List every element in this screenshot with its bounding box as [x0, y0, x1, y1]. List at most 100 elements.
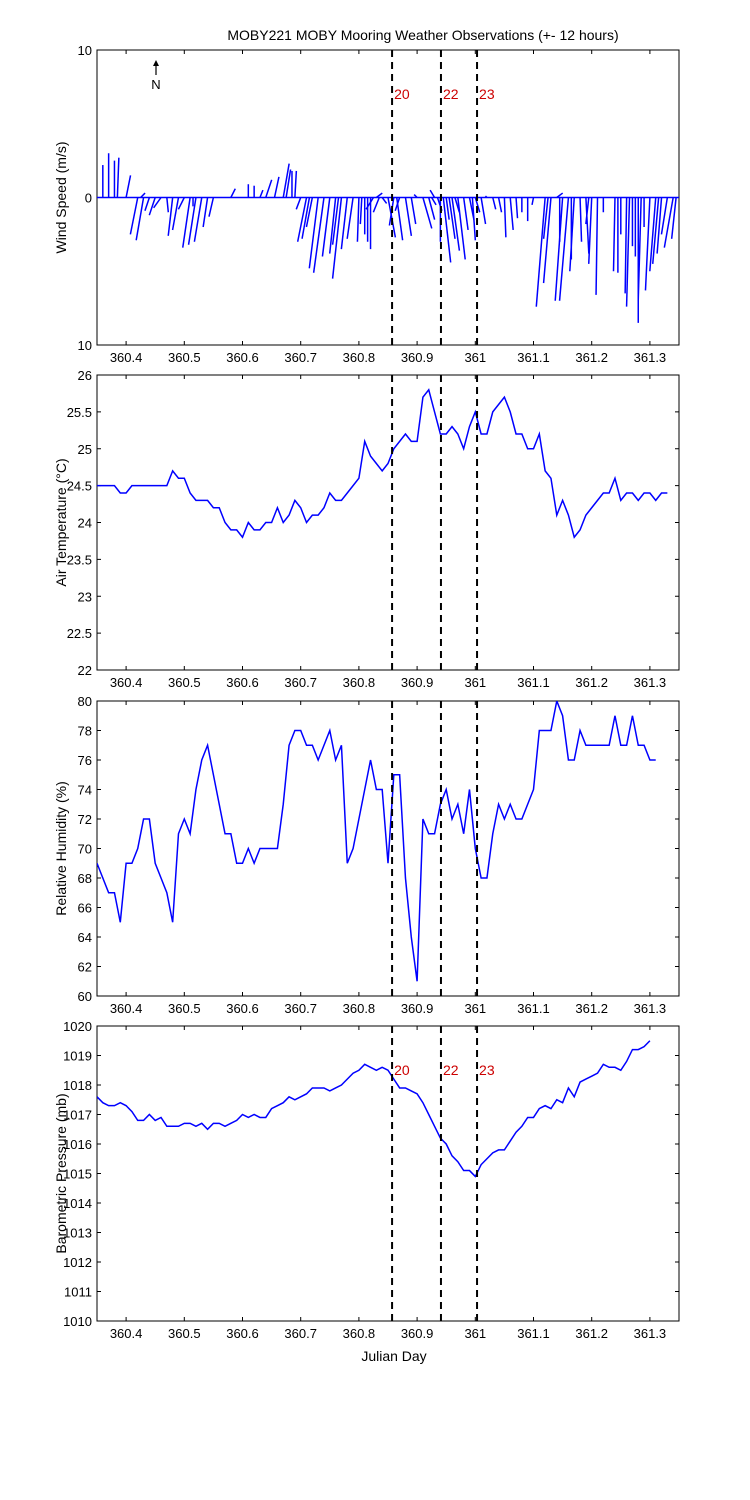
- wind-stick: [295, 197, 302, 210]
- wind-stick: [346, 197, 354, 239]
- x-tick-label: 361.3: [634, 675, 667, 690]
- y-tick-label: 1016: [63, 1137, 92, 1152]
- y-tick-label: 1012: [63, 1255, 92, 1270]
- y-tick-label: 80: [78, 694, 92, 709]
- x-tick-label: 360.8: [343, 1326, 376, 1341]
- wind-stick: [649, 197, 657, 272]
- wind-stick: [167, 197, 174, 236]
- y-tick-label: 23: [78, 589, 92, 604]
- x-tick-label: 360.6: [226, 350, 259, 365]
- wind-stick: [612, 197, 616, 272]
- y-tick-label: 68: [78, 871, 92, 886]
- wind-stick: [148, 197, 156, 216]
- x-tick-label: 361.2: [575, 350, 608, 365]
- wind-stick: [588, 197, 593, 264]
- wind-stick: [305, 197, 314, 228]
- x-tick-label: 361.1: [517, 675, 550, 690]
- wind-stick: [651, 197, 660, 264]
- wind-stick: [542, 197, 549, 239]
- wind-stick: [365, 197, 375, 210]
- airtemp-plot-area: [97, 388, 668, 539]
- wind-stick: [153, 197, 162, 209]
- y-tick-label: 10: [78, 43, 92, 58]
- x-tick-label: 360.8: [343, 350, 376, 365]
- x-tick-label: 360.4: [110, 1001, 143, 1016]
- wind-stick: [208, 197, 215, 217]
- wind-stick: [422, 197, 433, 229]
- wind-stick: [492, 197, 497, 210]
- wind-stick: [429, 189, 436, 198]
- x-tick-label: 360.9: [401, 675, 434, 690]
- wind-stick: [428, 197, 436, 220]
- y-tick-label: 78: [78, 724, 92, 739]
- wind-stick: [359, 197, 363, 225]
- wind-stick: [445, 197, 450, 220]
- event-marker-label: 23: [479, 86, 495, 102]
- wind-stick: [187, 197, 197, 245]
- wind-stick: [431, 197, 437, 206]
- humidity-series-line: [97, 701, 656, 982]
- x-tick-label: 360.7: [284, 675, 317, 690]
- pressure-plot-area: [97, 1040, 651, 1178]
- event-marker-label: 23: [479, 1062, 495, 1078]
- x-axis-label: Julian Day: [361, 1348, 426, 1364]
- x-tick-label: 360.6: [226, 1001, 259, 1016]
- wind-stick: [462, 197, 469, 231]
- y-tick-label: 60: [78, 989, 92, 1004]
- wind-stick: [294, 170, 298, 198]
- x-tick-label: 360.5: [168, 1326, 201, 1341]
- y-tick-label: 1011: [64, 1285, 92, 1300]
- airtemp-y-axis-label: Air Temperature (°C): [53, 458, 69, 586]
- y-tick-label: 74: [78, 783, 92, 798]
- event-marker-label: 22: [443, 86, 459, 102]
- airtemp-series-line: [97, 388, 668, 539]
- wind-stick: [387, 197, 397, 238]
- wind-stick: [471, 197, 477, 241]
- y-tick-label: 1017: [63, 1108, 92, 1123]
- wind-stick: [375, 192, 383, 199]
- x-tick-label: 361.2: [575, 675, 608, 690]
- humidity-y-axis-label: Relative Humidity (%): [53, 781, 69, 916]
- wind-stick: [372, 197, 380, 213]
- wind-stick: [166, 197, 170, 213]
- y-tick-label: 1015: [63, 1167, 92, 1182]
- event-marker-label: 20: [394, 1062, 410, 1078]
- wind-stick: [451, 197, 461, 251]
- pressure-y-axis-label: Barometric Pressure (mb): [53, 1093, 69, 1253]
- wind-stick: [535, 197, 546, 307]
- wind-stick: [331, 197, 343, 279]
- x-tick-label: 361.3: [634, 350, 667, 365]
- wind-stick: [497, 197, 503, 213]
- x-tick-label: 361.2: [575, 1001, 608, 1016]
- wind-stick: [265, 179, 273, 198]
- wind-stick: [637, 197, 642, 301]
- wind-stick: [285, 169, 292, 198]
- x-tick-label: 361.1: [517, 1326, 550, 1341]
- x-tick-label: 360.8: [343, 1001, 376, 1016]
- wind-stick: [558, 197, 570, 301]
- x-tick-label: 361: [464, 675, 486, 690]
- wind-stick: [644, 197, 651, 291]
- x-tick-label: 360.9: [401, 1001, 434, 1016]
- wind-stick: [282, 163, 290, 198]
- y-tick-label: 25: [78, 442, 92, 457]
- x-tick-label: 360.4: [110, 1326, 143, 1341]
- humidity-plot-area: [97, 701, 656, 982]
- wind-stick: [542, 197, 552, 284]
- y-tick-label: 1010: [63, 1314, 92, 1329]
- event-marker-label: 22: [443, 1062, 459, 1078]
- wind-stick: [515, 197, 519, 219]
- x-tick-label: 360.7: [284, 1001, 317, 1016]
- wind-stick: [625, 197, 631, 307]
- x-tick-label: 360.4: [110, 350, 143, 365]
- wind-stick: [356, 197, 360, 242]
- x-tick-label: 361.2: [575, 1326, 608, 1341]
- wind-stick: [116, 157, 120, 198]
- y-tick-label: 24.5: [67, 479, 92, 494]
- wind-stick: [296, 197, 308, 242]
- y-tick-label: 0: [85, 191, 92, 206]
- wind-stick: [394, 197, 401, 212]
- x-tick-label: 360.9: [401, 350, 434, 365]
- humidity-panel: 360.4 360.5 360.6 360.7 360.8 360.9 361 361.1 36…: [53, 694, 680, 1016]
- wind-stick: [474, 197, 481, 213]
